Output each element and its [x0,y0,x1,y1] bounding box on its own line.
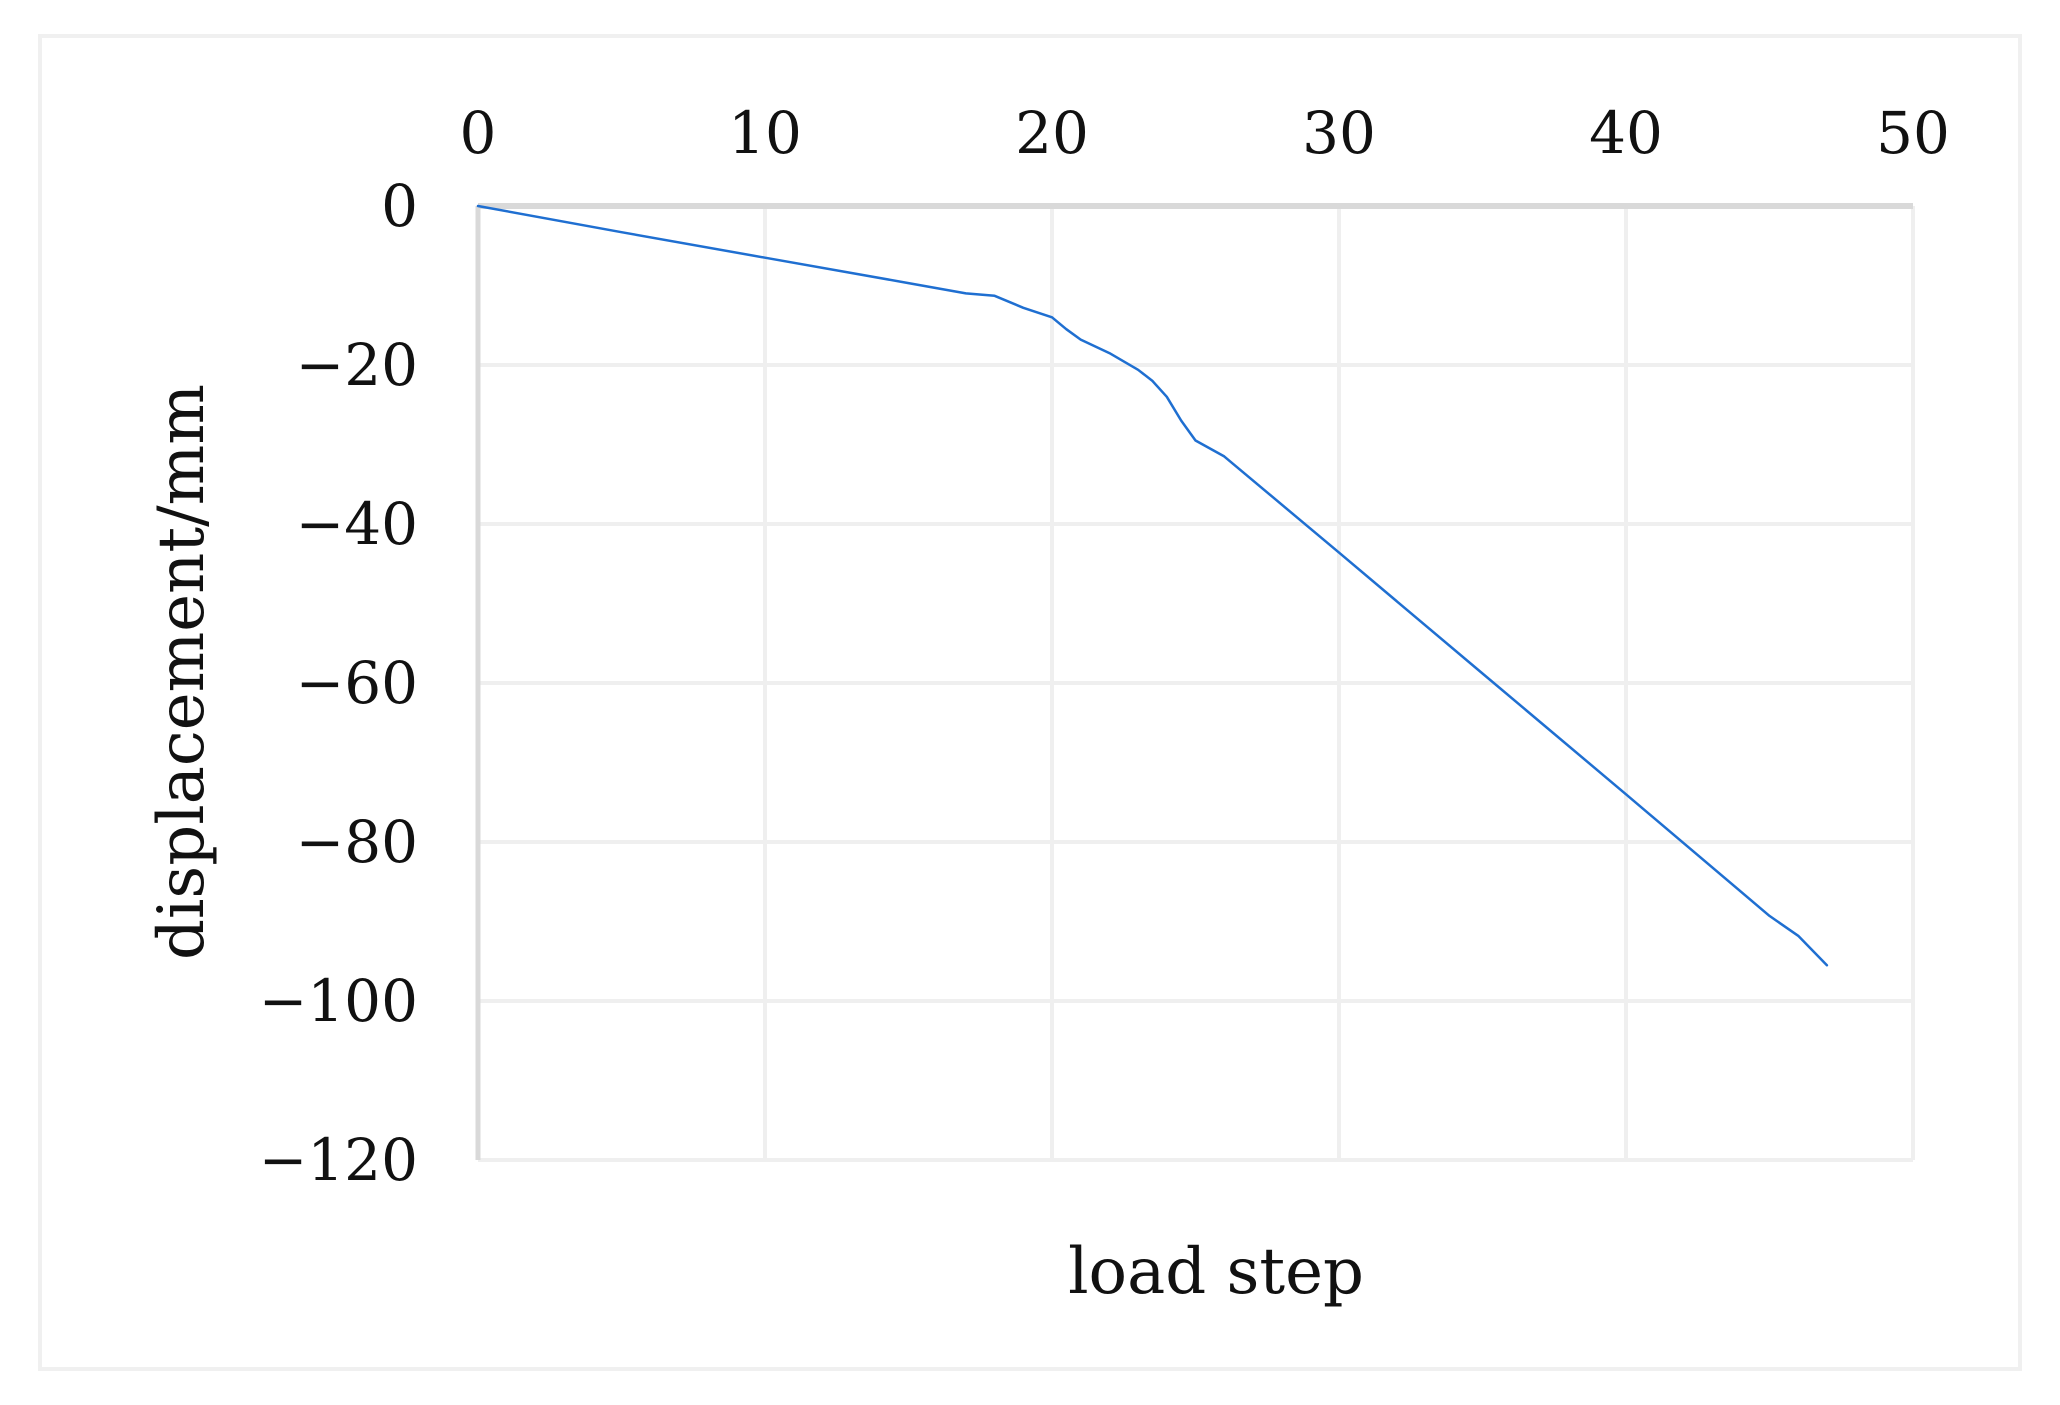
y-tick-label: −40 [296,490,418,558]
x-tick-label: 10 [728,99,802,167]
x-tick-label: 50 [1876,99,1950,167]
x-tick-label: 20 [1015,99,1089,167]
grid-lines [478,206,1915,1162]
tick-labels: 0 10 20 30 40 50 0 −20 −40 −60 −80 −100 −120 [259,99,1950,1194]
x-axis-title: load step [1068,1235,1364,1309]
y-tick-label: −100 [259,967,418,1035]
x-tick-label: 40 [1589,99,1663,167]
x-tick-label: 30 [1302,99,1376,167]
y-tick-label: −20 [296,331,418,399]
y-axis-title: displacement/mm [145,384,219,960]
y-tick-label: 0 [381,172,418,240]
y-tick-label: −60 [296,649,418,717]
series-layer [476,204,1829,967]
series-line-0 [476,204,1829,967]
y-tick-label: −120 [259,1126,418,1194]
axes [475,203,1913,1160]
chart-frame [38,34,2022,1371]
x-tick-label: 0 [460,99,497,167]
y-tick-label: −80 [296,808,418,876]
